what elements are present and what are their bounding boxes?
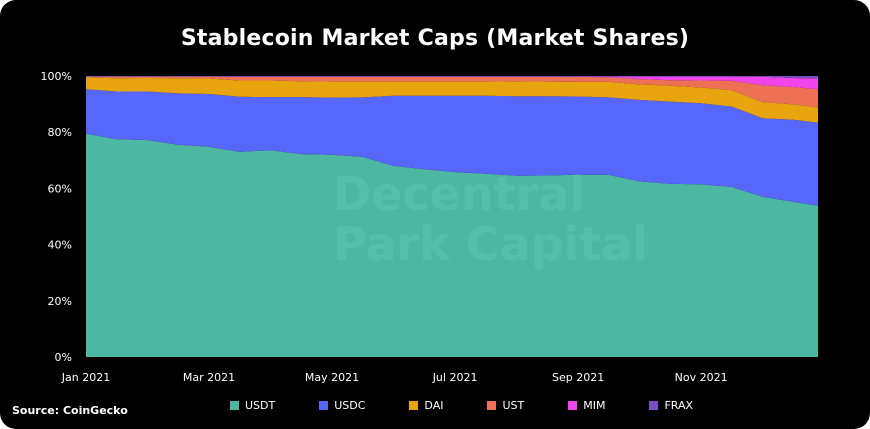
legend-label: USDC (334, 398, 366, 412)
x-tick-label: Mar 2021 (183, 371, 235, 384)
source-note: Source: CoinGecko (12, 404, 128, 417)
legend-item-mim: MIM (568, 397, 605, 413)
area-usdc (86, 89, 818, 206)
legend-swatch (649, 400, 659, 410)
legend-label: UST (502, 398, 525, 412)
legend-label: DAI (424, 398, 444, 412)
legend-item-frax: FRAX (649, 397, 693, 413)
y-tick-label: 40% (48, 239, 72, 252)
x-tick-label: Jan 2021 (61, 371, 110, 384)
watermark-line-2: Park Capital (333, 217, 648, 271)
y-tick-label: 20% (48, 295, 72, 308)
legend-swatch (319, 400, 329, 410)
legend-item-ust: UST (487, 397, 524, 413)
area-dai (86, 77, 818, 123)
legend-label: MIM (583, 398, 606, 412)
legend: USDT USDC DAI UST MIM FRAX (230, 397, 737, 413)
x-tick-label: Nov 2021 (675, 371, 728, 384)
y-axis-ticks: 0% 20% 40% 60% 80% 100% (41, 70, 72, 364)
area-usdt (86, 133, 818, 357)
x-tick-label: Jul 2021 (432, 371, 478, 384)
legend-item-usdt: USDT (230, 397, 275, 413)
legend-label: USDT (245, 398, 276, 412)
legend-swatch (409, 400, 419, 410)
chart-title: Stablecoin Market Caps (Market Shares) (180, 26, 690, 51)
y-tick-label: 0% (55, 351, 72, 364)
x-tick-label: May 2021 (305, 371, 359, 384)
legend-swatch (230, 400, 239, 410)
x-tick-label: Sep 2021 (552, 371, 604, 384)
y-tick-label: 80% (48, 126, 72, 139)
series-areas (86, 76, 818, 357)
legend-label: FRAX (664, 398, 694, 412)
y-tick-label: 100% (41, 70, 72, 83)
watermark: Decentral Park Capital (333, 167, 648, 271)
legend-swatch (487, 400, 497, 410)
y-tick-label: 60% (48, 182, 72, 195)
watermark-line-1: Decentral (333, 167, 585, 221)
legend-item-usdc: USDC (319, 397, 365, 413)
area-frax (86, 76, 818, 79)
legend-item-dai: DAI (409, 397, 443, 413)
legend-swatch (568, 400, 578, 410)
area-mim (86, 76, 818, 90)
x-axis-ticks: Jan 2021 Mar 2021 May 2021 Jul 2021 Sep 2021… (61, 371, 728, 384)
